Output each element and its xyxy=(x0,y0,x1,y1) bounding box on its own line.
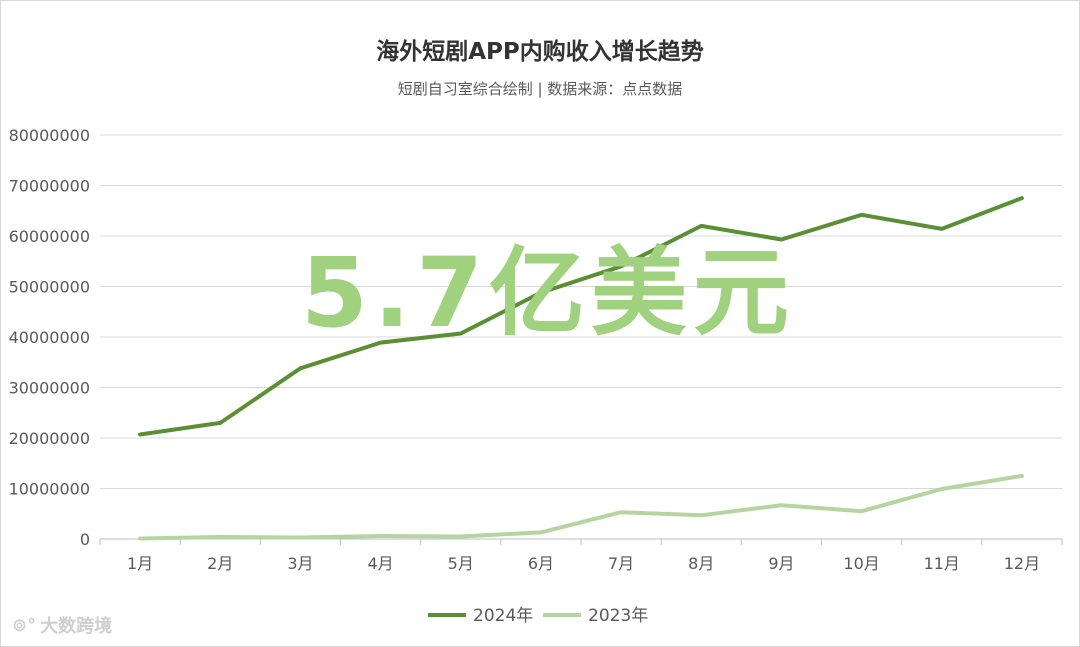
x-tick-label: 4月 xyxy=(367,554,393,573)
series-line-2023 xyxy=(138,473,1024,541)
x-tick-label: 12月 xyxy=(1004,554,1040,573)
x-tick-label: 6月 xyxy=(528,554,554,573)
y-tick-label: 60000000 xyxy=(9,227,90,246)
y-tick-label: 50000000 xyxy=(9,278,90,297)
x-tick-label: 8月 xyxy=(688,554,714,573)
x-tick-label: 5月 xyxy=(448,554,474,573)
y-tick-label: 70000000 xyxy=(9,177,90,196)
x-tick-label: 3月 xyxy=(287,554,313,573)
y-tick-label: 40000000 xyxy=(9,328,90,347)
x-tick-label: 7月 xyxy=(608,554,634,573)
legend-label-2023: 2023年 xyxy=(588,606,648,626)
chart-title: 海外短剧APP内购收入增长趋势 xyxy=(376,39,704,65)
ddc-logo-icon: ⊚° xyxy=(12,614,37,636)
legend-label-2024: 2024年 xyxy=(473,606,533,626)
annotation-text: 5.7亿美元 xyxy=(301,237,795,349)
y-tick-label: 10000000 xyxy=(9,480,90,499)
x-tick-label: 9月 xyxy=(768,554,794,573)
y-tick-label: 80000000 xyxy=(9,126,90,145)
y-tick-label: 0 xyxy=(80,530,90,549)
y-tick-label: 30000000 xyxy=(9,379,90,398)
x-tick-label: 10月 xyxy=(843,554,879,573)
x-tick-label: 1月 xyxy=(127,554,153,573)
x-tick-label: 11月 xyxy=(924,554,960,573)
y-tick-label: 20000000 xyxy=(9,429,90,448)
x-tick-label: 2月 xyxy=(207,554,233,573)
series-line-2024 xyxy=(138,196,1024,437)
watermark-text: 大数跨境 xyxy=(40,616,113,637)
chart-subtitle: 短剧自习室综合绘制 | 数据来源：点点数据 xyxy=(397,80,683,98)
watermark: ⊚° 大数跨境 xyxy=(12,612,112,638)
